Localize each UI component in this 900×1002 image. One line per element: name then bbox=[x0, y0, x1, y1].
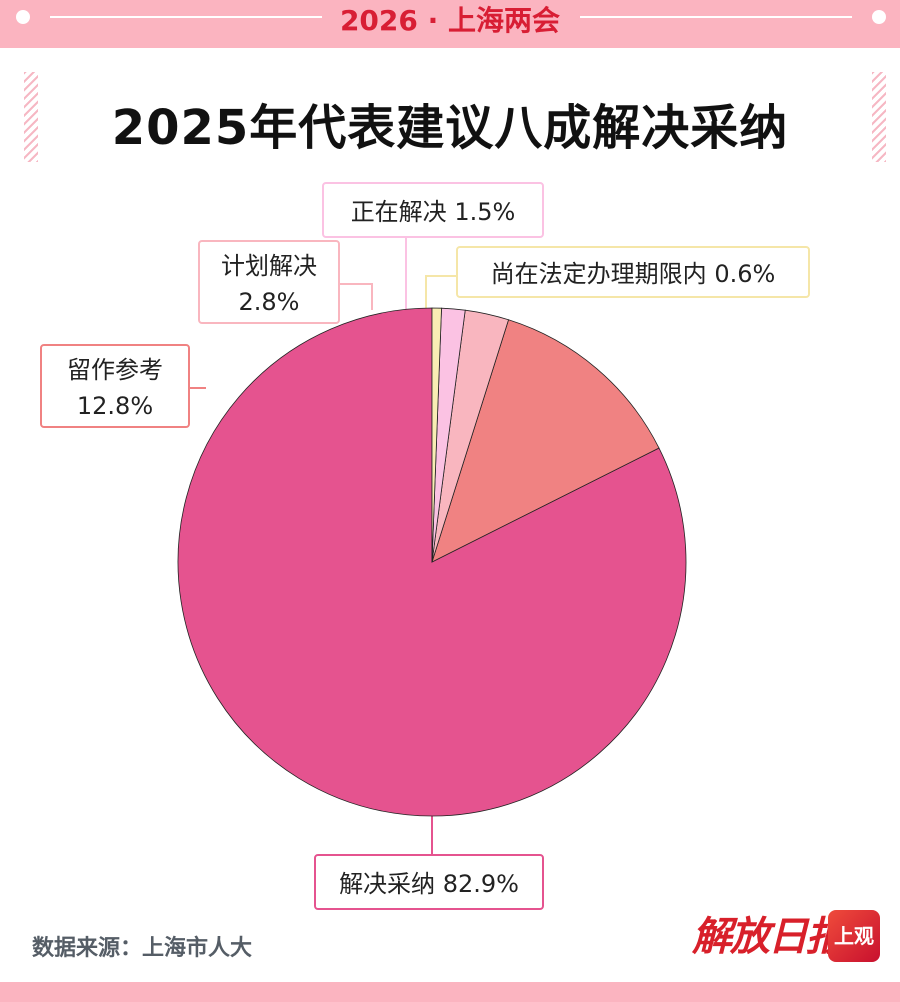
header-dot-left bbox=[16, 10, 30, 24]
header-dot-right bbox=[872, 10, 886, 24]
data-source: 数据来源：上海市人大 bbox=[32, 936, 253, 961]
slice-label-resolved-text: 解决采纳 82.9% bbox=[339, 870, 519, 898]
pie-slices bbox=[177, 307, 687, 817]
chart-title: 2025年代表建议八成解决采纳 bbox=[111, 100, 789, 156]
slice-label-within-deadline-text: 尚在法定办理期限内 0.6% bbox=[490, 260, 776, 288]
pie-slice-resolved bbox=[177, 307, 687, 817]
footer-banner bbox=[0, 982, 900, 1002]
pie-slice-reference bbox=[431, 319, 660, 563]
decor-hatch-right bbox=[872, 72, 886, 162]
slice-label-resolved: 解决采纳 82.9% bbox=[314, 854, 544, 910]
decor-hatch-left bbox=[24, 72, 38, 162]
pie-slice-within-deadline bbox=[431, 307, 442, 563]
header-banner: 2026 · 上海两会 bbox=[0, 0, 900, 48]
header-line-left bbox=[50, 16, 322, 18]
slice-label-reference: 留作参考 12.8% bbox=[40, 344, 190, 428]
header-tag: 2026 · 上海两会 bbox=[339, 4, 561, 37]
slice-label-planned-name: 计划解决 bbox=[221, 252, 317, 280]
slice-label-in-progress: 正在解决 1.5% bbox=[322, 182, 544, 238]
slice-label-planned: 计划解决 2.8% bbox=[198, 240, 340, 324]
header-line-right bbox=[580, 16, 852, 18]
newspaper-logo: 解放日报 bbox=[692, 913, 846, 960]
app-logo-icon: 上观 bbox=[828, 910, 880, 962]
slice-label-within-deadline: 尚在法定办理期限内 0.6% bbox=[456, 246, 810, 298]
leader-line-within-deadline bbox=[425, 275, 456, 310]
leader-line-planned bbox=[340, 283, 373, 310]
slice-label-reference-name: 留作参考 bbox=[67, 356, 163, 384]
slice-label-planned-value: 2.8% bbox=[238, 288, 300, 316]
leader-lines bbox=[190, 238, 456, 854]
slice-label-reference-value: 12.8% bbox=[76, 392, 154, 420]
slice-label-in-progress-text: 正在解决 1.5% bbox=[350, 198, 516, 226]
